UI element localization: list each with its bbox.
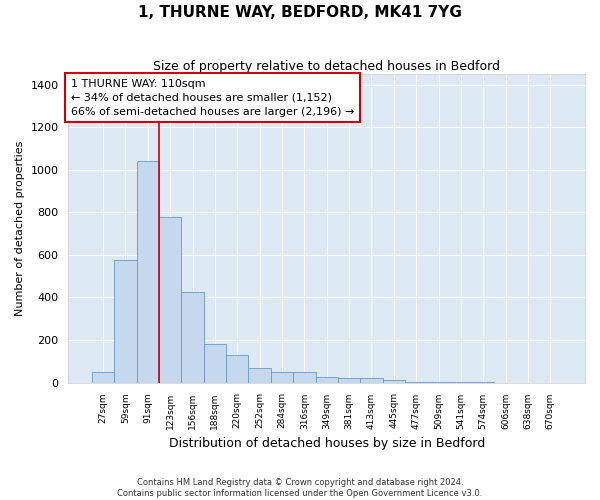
Bar xyxy=(114,260,137,382)
Bar xyxy=(248,368,271,382)
Bar xyxy=(226,355,248,382)
Bar xyxy=(271,372,293,382)
Y-axis label: Number of detached properties: Number of detached properties xyxy=(15,140,25,316)
Bar xyxy=(159,216,181,382)
Bar xyxy=(316,378,338,382)
Bar xyxy=(137,162,159,382)
Text: Contains HM Land Registry data © Crown copyright and database right 2024.
Contai: Contains HM Land Registry data © Crown c… xyxy=(118,478,482,498)
Bar xyxy=(181,292,204,382)
Bar xyxy=(338,378,360,382)
Title: Size of property relative to detached houses in Bedford: Size of property relative to detached ho… xyxy=(153,60,500,73)
Text: 1 THURNE WAY: 110sqm
← 34% of detached houses are smaller (1,152)
66% of semi-de: 1 THURNE WAY: 110sqm ← 34% of detached h… xyxy=(71,79,355,117)
Bar xyxy=(360,378,383,382)
Bar xyxy=(383,380,405,382)
Text: 1, THURNE WAY, BEDFORD, MK41 7YG: 1, THURNE WAY, BEDFORD, MK41 7YG xyxy=(138,5,462,20)
Bar xyxy=(293,372,316,382)
Bar xyxy=(92,372,114,382)
X-axis label: Distribution of detached houses by size in Bedford: Distribution of detached houses by size … xyxy=(169,437,485,450)
Bar xyxy=(204,344,226,383)
